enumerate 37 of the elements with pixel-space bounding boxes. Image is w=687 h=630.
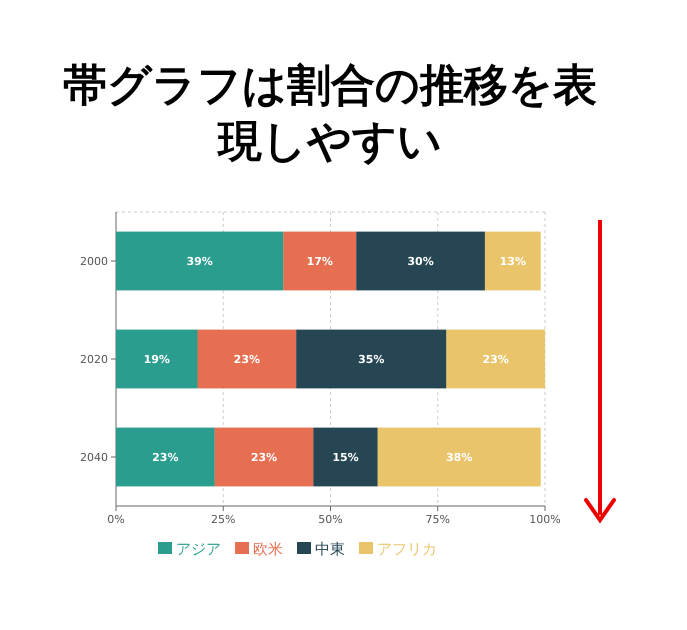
x-tick-label: 75% bbox=[426, 513, 450, 526]
legend-label: アジア bbox=[176, 540, 221, 558]
bar bbox=[296, 330, 446, 388]
data-label: 35% bbox=[358, 353, 384, 366]
data-label: 19% bbox=[144, 353, 170, 366]
data-label: 30% bbox=[407, 255, 434, 268]
y-tick-label: 2020 bbox=[80, 353, 108, 366]
bar bbox=[214, 428, 314, 486]
bar bbox=[116, 428, 215, 486]
chart-title: 帯グラフは割合の推移を表現しやすい bbox=[62, 59, 598, 169]
bar bbox=[116, 232, 284, 290]
bar bbox=[198, 330, 296, 388]
legend-label: 中東 bbox=[315, 540, 345, 558]
x-tick-label: 50% bbox=[318, 513, 343, 526]
data-label: 13% bbox=[500, 255, 526, 268]
x-tick-label: 100% bbox=[529, 513, 561, 526]
data-label: 38% bbox=[446, 451, 472, 464]
data-label: 23% bbox=[152, 451, 179, 464]
legend-label: アフリカ bbox=[377, 540, 437, 558]
x-tick-label: 0% bbox=[107, 513, 125, 526]
data-label: 39% bbox=[186, 255, 213, 268]
bar bbox=[283, 232, 356, 290]
bar bbox=[446, 330, 545, 388]
bar bbox=[356, 232, 485, 290]
bar bbox=[313, 428, 378, 486]
data-label: 17% bbox=[306, 255, 333, 268]
bar bbox=[484, 232, 541, 290]
x-tick-label: 25% bbox=[211, 513, 236, 526]
bar bbox=[116, 330, 198, 388]
data-label: 23% bbox=[250, 451, 278, 464]
y-tick-label: 2000 bbox=[80, 255, 108, 268]
data-label: 15% bbox=[332, 451, 359, 464]
y-tick-label: 2040 bbox=[80, 451, 108, 464]
legend-label: 欧米 bbox=[253, 540, 283, 558]
bar bbox=[378, 428, 541, 486]
data-label: 23% bbox=[482, 353, 509, 366]
data-label: 23% bbox=[234, 353, 260, 366]
